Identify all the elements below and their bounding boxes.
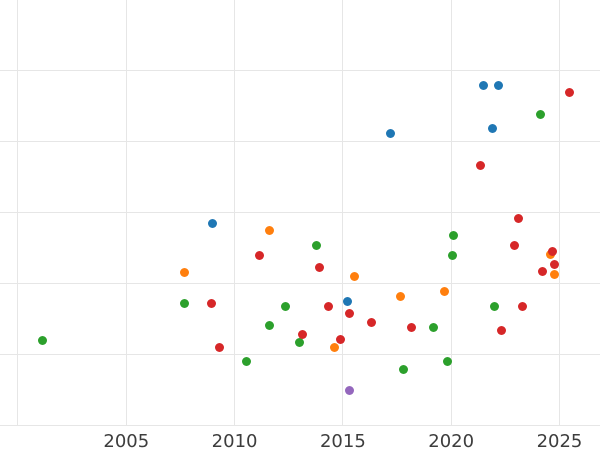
data-point-green — [280, 301, 290, 311]
data-point-red — [518, 302, 528, 312]
x-tick-label: 2005 — [103, 431, 150, 450]
data-point-green — [264, 320, 274, 330]
data-point-orange — [264, 226, 274, 236]
x-tick-label: 2025 — [536, 431, 583, 450]
horizontal-gridline — [0, 424, 600, 426]
data-point-green — [490, 301, 499, 311]
data-point-red — [496, 325, 506, 335]
data-point-red — [324, 301, 334, 311]
data-point-red — [537, 266, 547, 276]
data-point-red — [475, 161, 485, 171]
data-point-orange — [395, 292, 405, 302]
data-point-red — [336, 334, 346, 344]
data-point-orange — [350, 272, 360, 282]
vertical-gridline — [558, 0, 560, 425]
data-point-red — [513, 214, 523, 224]
horizontal-gridline — [0, 212, 600, 213]
data-point-red — [314, 263, 324, 273]
data-point-orange — [180, 267, 190, 277]
vertical-gridline — [234, 0, 236, 425]
vertical-gridline — [17, 0, 19, 425]
data-point-red — [344, 308, 354, 318]
data-point-red — [564, 88, 574, 98]
data-point-red — [207, 299, 217, 309]
vertical-gridline — [125, 0, 127, 425]
data-point-red — [509, 241, 519, 251]
data-point-green — [312, 241, 322, 251]
data-point-red — [548, 246, 558, 256]
horizontal-gridline — [0, 70, 600, 72]
data-point-red — [298, 329, 308, 339]
data-point-blue — [386, 129, 396, 139]
data-point-blue — [494, 80, 504, 90]
x-tick-label: 2010 — [211, 431, 258, 450]
horizontal-gridline — [0, 353, 600, 355]
data-point-orange — [329, 343, 339, 353]
data-point-red — [549, 259, 559, 269]
vertical-gridline — [450, 0, 452, 425]
data-point-green — [38, 336, 48, 346]
data-point-blue — [342, 297, 352, 307]
data-point-green — [241, 357, 251, 367]
x-tick-label: 2015 — [319, 431, 366, 450]
vertical-gridline — [342, 0, 344, 425]
data-point-red — [406, 322, 416, 332]
data-point-red — [366, 317, 376, 327]
horizontal-gridline — [0, 141, 600, 143]
data-point-red — [214, 342, 224, 352]
data-point-green — [295, 337, 305, 347]
data-point-orange — [440, 286, 450, 296]
data-point-green — [443, 356, 453, 366]
data-point-green — [429, 323, 439, 333]
data-point-green — [180, 299, 190, 309]
data-point-green — [535, 110, 545, 120]
horizontal-gridline — [0, 282, 600, 284]
data-point-red — [254, 250, 264, 260]
data-point-green — [447, 251, 457, 261]
data-point-blue — [208, 218, 218, 228]
data-point-blue — [487, 123, 497, 133]
data-point-purple — [344, 385, 354, 395]
data-point-green — [448, 231, 458, 241]
data-point-green — [399, 365, 409, 375]
x-tick-label: 2020 — [428, 431, 475, 450]
data-point-blue — [479, 80, 489, 90]
data-point-orange — [549, 269, 559, 279]
